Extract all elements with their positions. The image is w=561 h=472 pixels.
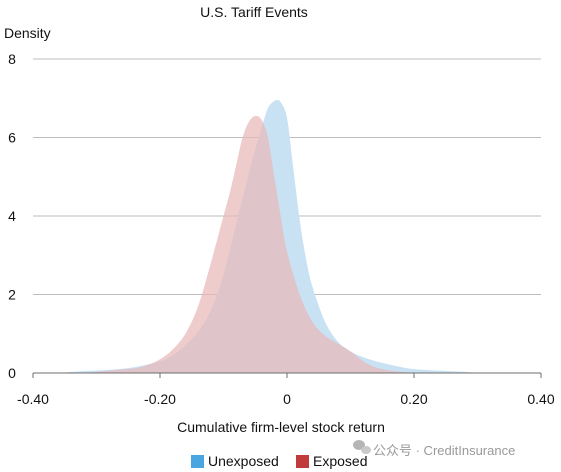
x-tick-label: 0.20 [400, 391, 427, 407]
wechat-icon [353, 440, 371, 454]
watermark-text: 公众号 · CreditInsurance [373, 443, 515, 458]
x-axis-label: Cumulative firm-level stock return [177, 419, 385, 435]
legend-swatch-unexposed [191, 455, 204, 468]
legend-label-unexposed: Unexposed [208, 453, 279, 469]
x-tick-label: 0 [283, 391, 291, 407]
density-area-exposed [83, 115, 415, 373]
y-tick-label: 0 [8, 365, 16, 381]
y-tick-label: 6 [8, 130, 16, 146]
chart-title: U.S. Tariff Events [200, 4, 308, 20]
density-areas [58, 100, 478, 374]
y-tick-labels: 0 2 4 6 8 [8, 51, 16, 381]
y-tick-label: 8 [8, 51, 16, 67]
y-tick-label: 4 [8, 208, 16, 224]
x-tick-label: 0.40 [527, 391, 554, 407]
y-tick-label: 2 [8, 287, 16, 303]
watermark: 公众号 · CreditInsurance [353, 440, 515, 458]
x-tick-labels: -0.40 -0.20 0 0.20 0.40 [17, 373, 555, 407]
x-tick-label: -0.40 [17, 391, 49, 407]
legend: Unexposed Exposed [191, 453, 367, 469]
legend-swatch-exposed [296, 455, 309, 468]
x-tick-label: -0.20 [144, 391, 176, 407]
y-axis-label: Density [4, 25, 51, 41]
legend-label-exposed: Exposed [313, 453, 367, 469]
